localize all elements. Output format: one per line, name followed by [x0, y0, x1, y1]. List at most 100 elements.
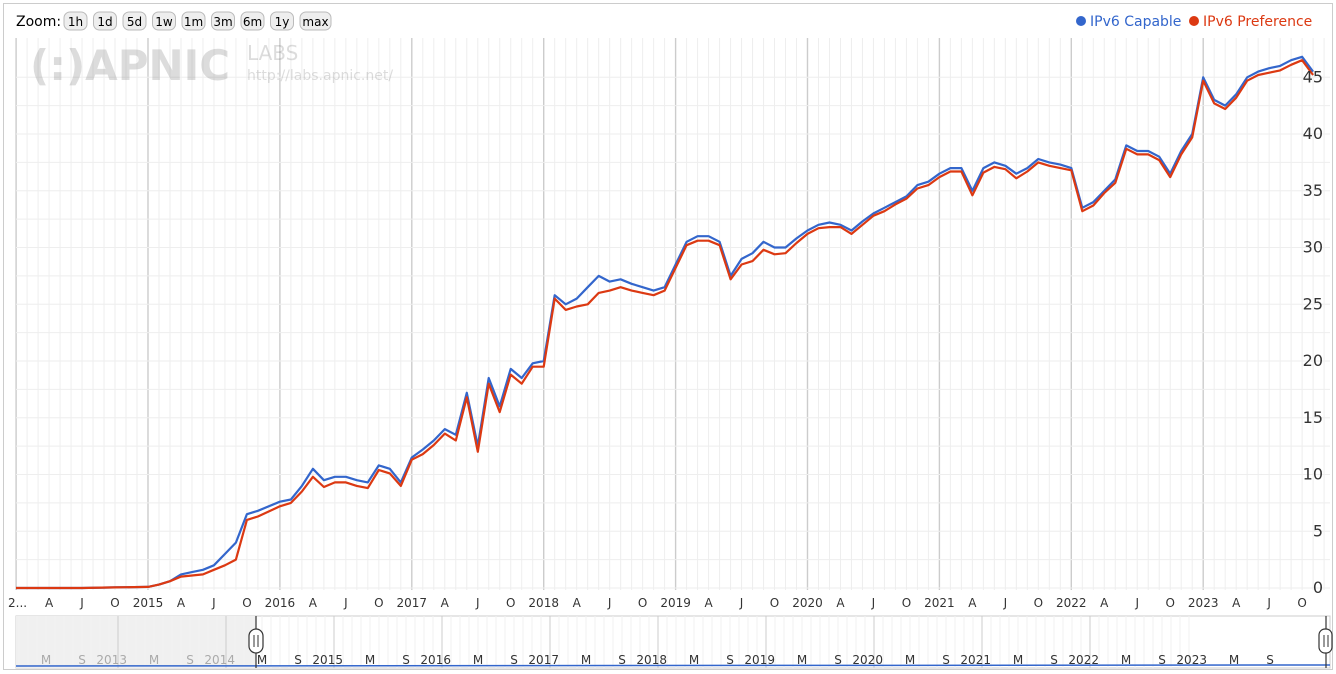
- range-navigator[interactable]: M S 2013 M S 2014 M S 2015 M S 2016 M S 2017 M S 2018 M S 20…: [15, 615, 1333, 669]
- navigator-label: 2015: [312, 653, 343, 667]
- navigator-label: 2018: [636, 653, 667, 667]
- zoom-button-3m[interactable]: 3m: [211, 11, 235, 31]
- zoom-button-label[interactable]: 6m: [243, 15, 262, 29]
- y-tick-label: 5: [1313, 521, 1323, 540]
- x-tick-label: O: [110, 596, 119, 610]
- navigator-label: 2019: [744, 653, 775, 667]
- navigator-right-handle-grip[interactable]: [1318, 628, 1333, 654]
- x-tick-label: O: [1165, 596, 1174, 610]
- navigator-label: M: [689, 653, 699, 667]
- x-tick-label: O: [902, 596, 911, 610]
- zoom-button-1m[interactable]: 1m: [181, 11, 206, 31]
- navigator-series-line: [15, 664, 1331, 667]
- zoom-button-label[interactable]: 1m: [184, 15, 203, 29]
- zoom-button-label[interactable]: max: [302, 15, 328, 29]
- navigator-label: M: [149, 653, 159, 667]
- navigator-label: M: [41, 653, 51, 667]
- navigator-label: S: [294, 653, 302, 667]
- x-tick-label: 2015: [133, 596, 164, 610]
- navigator-label: 2021: [960, 653, 991, 667]
- y-tick-label: 30: [1303, 238, 1323, 257]
- x-tick-label: 2...: [8, 596, 27, 610]
- x-tick-label: O: [1034, 596, 1043, 610]
- navigator-label: S: [834, 653, 842, 667]
- navigator-label: S: [618, 653, 626, 667]
- x-tick-label: J: [871, 596, 876, 610]
- zoom-button-6m[interactable]: 6m: [240, 11, 265, 31]
- zoom-button-bg[interactable]: [299, 11, 332, 31]
- x-tick-label: J: [343, 596, 348, 610]
- x-tick-label: 2023: [1188, 596, 1219, 610]
- x-tick-label: A: [45, 596, 54, 610]
- y-tick-label: 35: [1303, 181, 1323, 200]
- zoom-button-1y[interactable]: 1y: [270, 11, 294, 31]
- y-axis: 0 5 10 15 20 25 30 35 40 45: [1303, 67, 1323, 597]
- navigator-grid: [18, 616, 1190, 668]
- x-tick-label: J: [79, 596, 84, 610]
- navigator-label: 2014: [204, 653, 235, 667]
- zoom-button-label[interactable]: 1d: [97, 15, 112, 29]
- zoom-button-bg[interactable]: [93, 11, 117, 31]
- navigator-label: M: [1013, 653, 1023, 667]
- x-tick-label: 2020: [792, 596, 823, 610]
- navigator-left-handle-grip[interactable]: [248, 628, 264, 654]
- zoom-button-bg[interactable]: [270, 11, 294, 31]
- zoom-button-bg[interactable]: [211, 11, 235, 31]
- x-tick-label: J: [607, 596, 612, 610]
- zoom-button-bg[interactable]: [152, 11, 176, 31]
- x-tick-label: A: [177, 596, 186, 610]
- x-tick-label: O: [374, 596, 383, 610]
- navigator-label: M: [257, 653, 267, 667]
- navigator-label: 2022: [1068, 653, 1099, 667]
- x-tick-label: O: [638, 596, 647, 610]
- legend-capable-label[interactable]: IPv6 Capable: [1090, 14, 1181, 30]
- zoom-button-label[interactable]: 5d: [127, 15, 142, 29]
- navigator-label: S: [510, 653, 518, 667]
- zoom-button-bg[interactable]: [240, 11, 265, 31]
- navigator-labels: M S 2013 M S 2014 M S 2015 M S 2016 M S 2017 M S 2018 M S 20…: [41, 653, 1274, 667]
- zoom-button-1w[interactable]: 1w: [152, 11, 176, 31]
- x-tick-label: 2019: [660, 596, 691, 610]
- zoom-button-label[interactable]: 3m: [213, 15, 232, 29]
- navigator-left-handle[interactable]: [248, 616, 264, 668]
- zoom-button-label[interactable]: 1h: [68, 15, 83, 29]
- navigator-label: M: [905, 653, 915, 667]
- x-tick-label: A: [309, 596, 318, 610]
- zoom-button-bg[interactable]: [63, 11, 88, 31]
- navigator-label: 2023: [1176, 653, 1207, 667]
- legend-preference-swatch: [1189, 16, 1199, 26]
- ipv6-preference-line[interactable]: [15, 59, 1314, 590]
- x-tick-label: J: [1003, 596, 1008, 610]
- zoom-button-bg[interactable]: [181, 11, 206, 31]
- navigator-right-handle[interactable]: [1318, 616, 1333, 668]
- x-tick-label: J: [475, 596, 480, 610]
- zoom-button-5d[interactable]: 5d: [122, 11, 147, 31]
- y-tick-label: 15: [1303, 408, 1323, 427]
- apnic-url-text: http://labs.apnic.net/: [247, 68, 393, 84]
- zoom-button-1h[interactable]: 1h: [63, 11, 88, 31]
- zoom-button-1d[interactable]: 1d: [93, 11, 117, 31]
- series-lines: [15, 55, 1314, 590]
- navigator-label: S: [726, 653, 734, 667]
- legend-preference-label[interactable]: IPv6 Preference: [1203, 14, 1312, 30]
- x-tick-label: O: [242, 596, 251, 610]
- x-tick-label: 2017: [397, 596, 428, 610]
- x-tick-label: J: [739, 596, 744, 610]
- zoom-button-max[interactable]: max: [299, 11, 332, 31]
- legend-capable-swatch: [1076, 16, 1086, 26]
- navigator-label: S: [942, 653, 950, 667]
- legend: IPv6 Capable IPv6 Preference: [1076, 14, 1312, 30]
- zoom-button-label[interactable]: 1w: [155, 15, 173, 29]
- ipv6-capable-line[interactable]: [15, 55, 1314, 590]
- navigator-label: S: [1050, 653, 1058, 667]
- x-tick-label: 2016: [265, 596, 296, 610]
- navigator-label: M: [1121, 653, 1131, 667]
- navigator-label: S: [402, 653, 410, 667]
- navigator-label: M: [797, 653, 807, 667]
- zoom-button-label[interactable]: 1y: [275, 15, 290, 29]
- zoom-button-bg[interactable]: [122, 11, 147, 31]
- x-tick-label: A: [836, 596, 845, 610]
- navigator-label: M: [473, 653, 483, 667]
- x-tick-label: A: [573, 596, 582, 610]
